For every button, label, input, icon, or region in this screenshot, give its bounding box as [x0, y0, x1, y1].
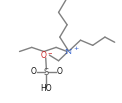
Text: HO: HO — [41, 84, 52, 93]
Text: N: N — [65, 47, 72, 56]
Text: O: O — [30, 67, 36, 76]
Text: O: O — [41, 51, 46, 60]
Text: O: O — [56, 67, 62, 76]
Text: $-$: $-$ — [47, 51, 53, 56]
Text: S: S — [44, 68, 49, 77]
Text: +: + — [73, 46, 78, 51]
